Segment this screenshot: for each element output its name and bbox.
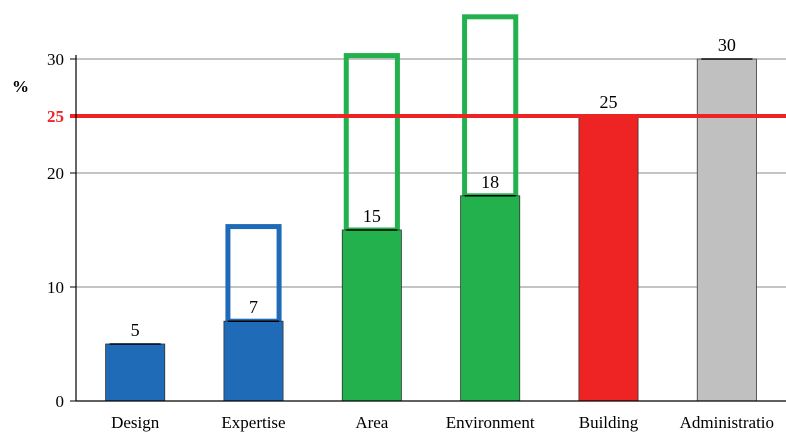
y-tick-label: 0 [56,392,65,411]
bar-building [578,115,639,402]
reference-line-group: 25 [47,107,786,126]
bars [105,58,757,402]
data-label: 18 [481,172,499,192]
outline-box-environment [462,14,519,199]
gridlines [76,58,786,288]
bar-design [105,343,166,402]
bar-area [341,229,402,402]
y-tick-label: 20 [47,164,64,183]
category-label: Environment [446,413,535,432]
data-label: 25 [600,92,618,112]
category-label: Administratio [680,413,774,432]
data-label: 15 [363,206,381,226]
category-label: Building [579,413,639,432]
axes [70,55,786,402]
y-tick-label: 10 [47,278,64,297]
labels: 0 10 20 30% 5 7 15 18 25 30 Design Expertise Area Env… [12,35,774,432]
data-label: 5 [131,320,140,340]
category-label: Expertise [221,413,285,432]
outline-box-area [343,53,400,233]
bar-administratio [696,58,757,402]
y-axis-label: % [12,77,29,96]
data-label: 7 [249,297,258,317]
category-label: Area [355,413,388,432]
data-label: 30 [718,35,736,55]
bar-environment [460,195,521,402]
category-label: Design [111,413,160,432]
bar-expertise [223,320,284,402]
reference-line-label: 25 [47,107,64,126]
y-tick-label: 30 [47,50,64,69]
